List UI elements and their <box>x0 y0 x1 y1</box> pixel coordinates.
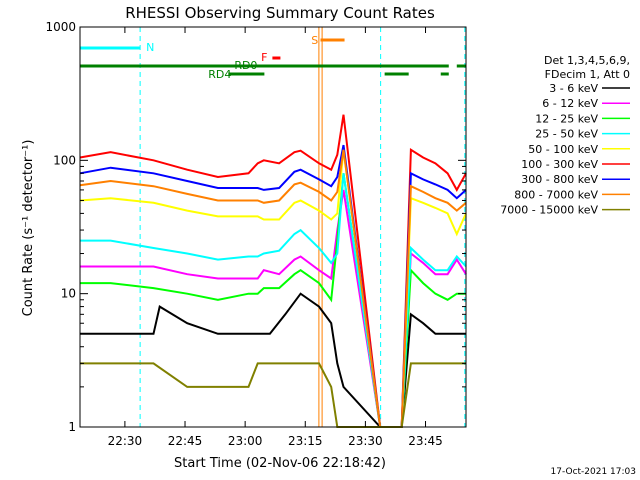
legend-entry-label: 12 - 25 keV <box>535 112 598 125</box>
chart-title: RHESSI Observing Summary Count Rates <box>125 4 435 22</box>
series-line <box>80 362 466 428</box>
legend-entry-label: 6 - 12 keV <box>542 97 598 110</box>
x-tick-label: 22:45 <box>168 434 203 448</box>
x-axis-ticks: 22:30 22:45 23:00 23:15 23:30 23:45 <box>108 27 443 448</box>
legend-entry-label: 800 - 7000 keV <box>514 188 598 201</box>
legend-header: Det 1,3,4,5,6,9, <box>544 54 630 67</box>
series-line <box>79 114 467 428</box>
legend: Det 1,3,4,5,6,9,FDecim 1, Att 03 - 6 keV… <box>500 54 630 217</box>
annotation-rd4: RD4 <box>208 68 231 81</box>
y-tick-label: 1000 <box>45 20 76 34</box>
series-line <box>79 144 467 428</box>
legend-entry-label: 7000 - 15000 keV <box>500 204 598 217</box>
series-line <box>80 189 467 428</box>
x-tick-label: 23:45 <box>408 434 443 448</box>
series-line <box>80 173 466 428</box>
legend-entry-label: 50 - 100 keV <box>528 143 598 156</box>
legend-header: FDecim 1, Att 0 <box>545 68 630 81</box>
legend-entry-label: 25 - 50 keV <box>535 128 598 141</box>
annotation-rd0: RD0 <box>234 59 257 72</box>
x-axis-label: Start Time (02-Nov-06 22:18:42) <box>174 456 386 471</box>
y-tick-label: 100 <box>53 153 76 167</box>
footer-date: 17-Oct-2021 17:03 <box>551 467 636 477</box>
legend-entry-label: 3 - 6 keV <box>549 82 598 95</box>
y-tick-label: 10 <box>61 287 76 301</box>
x-tick-label: 23:15 <box>288 434 323 448</box>
annotation-f: F <box>261 51 267 64</box>
series-line <box>80 292 466 428</box>
legend-entry-label: 100 - 300 keV <box>521 158 598 171</box>
y-tick-label: 1 <box>68 420 76 434</box>
y-axis-ticks: 1 10 100 1000 <box>45 20 466 434</box>
x-tick-label: 23:00 <box>228 434 263 448</box>
legend-entry-label: 300 - 800 keV <box>521 173 598 186</box>
y-axis-label: Count Rate (s⁻¹ detector⁻¹) <box>21 140 36 317</box>
annotation-n: N <box>146 41 154 54</box>
annotation-s: S <box>311 34 318 47</box>
x-tick-label: 22:30 <box>108 434 143 448</box>
plot-frame <box>79 26 467 428</box>
series-line <box>79 149 467 428</box>
x-tick-label: 23:30 <box>348 434 383 448</box>
series-line <box>79 149 467 428</box>
series-line <box>80 173 467 428</box>
